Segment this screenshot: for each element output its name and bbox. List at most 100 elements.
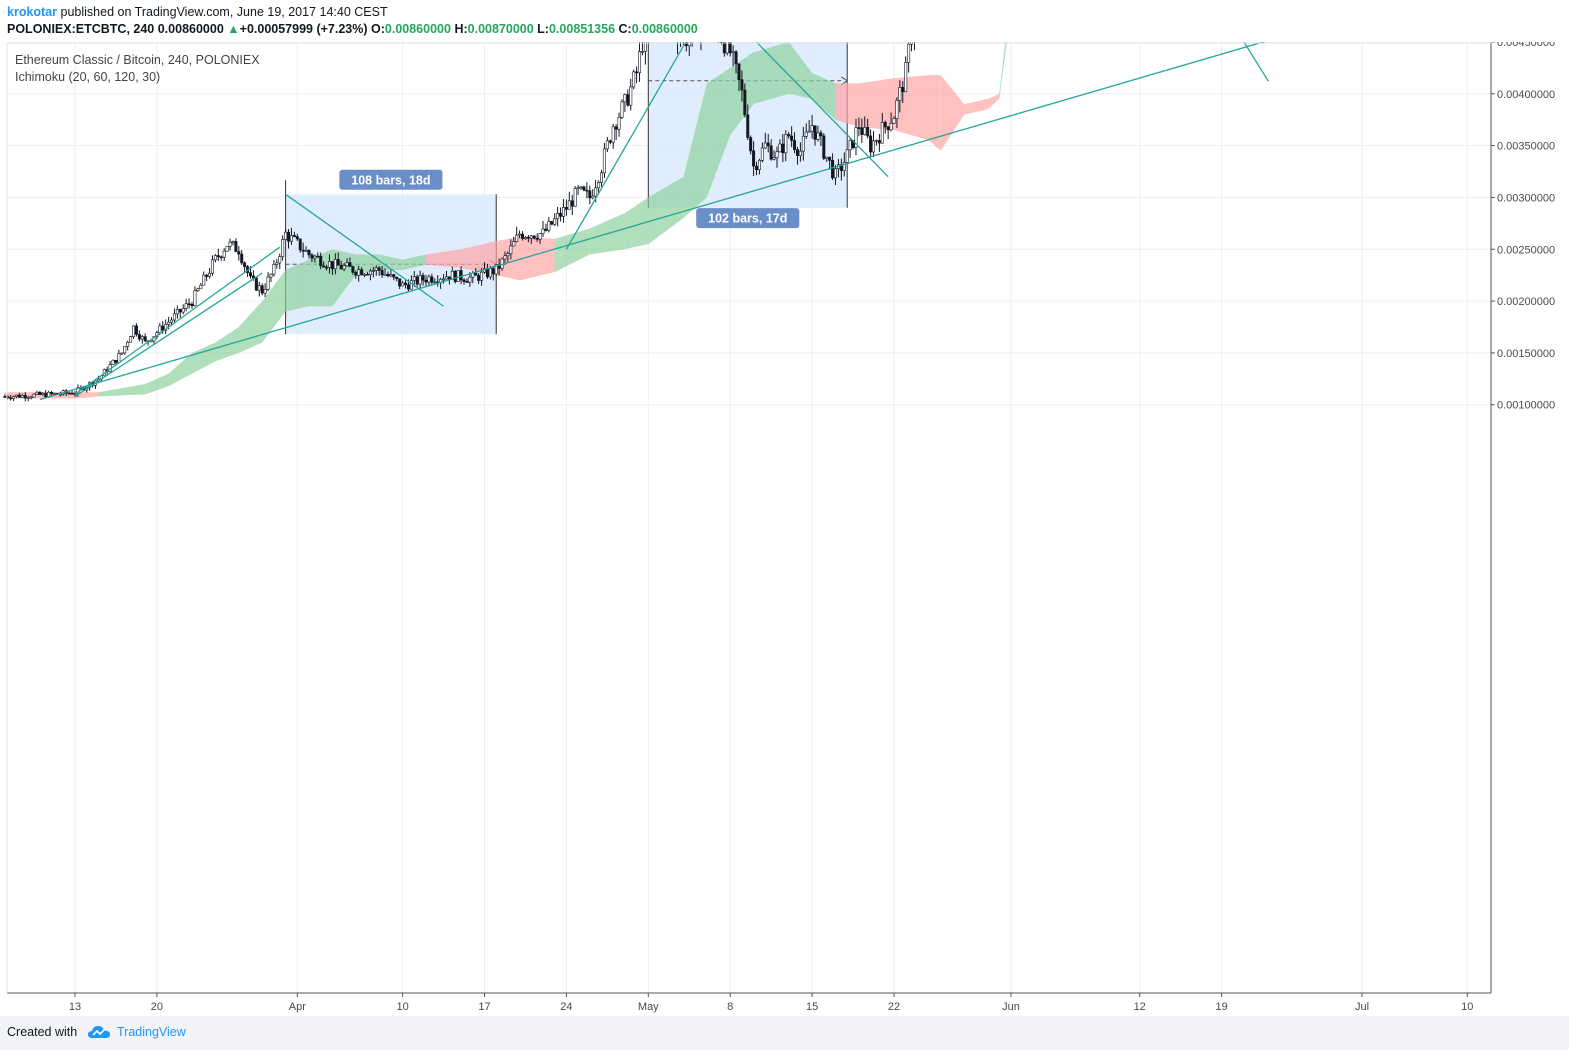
candle-body — [453, 270, 457, 282]
candle — [272, 260, 276, 277]
candle-body — [336, 259, 340, 266]
cloud-segment-bullish — [402, 254, 426, 270]
ohlc-open-label: O: — [371, 22, 385, 36]
tradingview-cloud-icon[interactable] — [88, 1025, 110, 1039]
candle-body — [755, 165, 759, 170]
candle — [149, 340, 153, 343]
candle — [327, 254, 331, 274]
candle-body — [752, 150, 756, 167]
candle — [266, 272, 270, 292]
time-tick-label: Apr — [289, 1001, 306, 1013]
cloud-segment-bearish — [940, 75, 965, 151]
candle — [766, 133, 770, 153]
candle-body — [120, 352, 124, 355]
candle — [143, 333, 147, 343]
ohlc-high-label: H: — [454, 22, 468, 36]
candle — [819, 130, 823, 147]
candle-body — [766, 142, 770, 147]
candle-body — [804, 131, 808, 137]
candle-body — [737, 63, 741, 80]
candle — [614, 124, 618, 141]
candle — [515, 226, 519, 243]
candle-body — [746, 114, 750, 138]
candle-body — [298, 238, 302, 251]
candle-body — [819, 132, 823, 137]
candle-body — [178, 308, 182, 313]
candle-body — [26, 397, 30, 399]
candle — [477, 273, 481, 284]
candle — [298, 238, 302, 253]
candle-body — [459, 270, 463, 281]
author-name[interactable]: krokotar — [7, 5, 58, 19]
candle — [491, 266, 495, 281]
footer: Created with TradingView — [0, 1016, 1569, 1050]
measure-label: 102 bars, 17d — [708, 212, 787, 226]
candle — [41, 391, 45, 396]
candle — [602, 142, 606, 179]
candle-body — [216, 255, 220, 258]
cloud-segment-bullish — [753, 41, 789, 105]
candle-body — [368, 270, 372, 275]
candle-body — [433, 281, 437, 284]
candle — [330, 261, 334, 275]
candle — [237, 245, 241, 261]
price-tick-label: 0.00200000 — [1497, 296, 1555, 308]
candle-body — [857, 127, 861, 129]
tradingview-brand[interactable]: TradingView — [117, 1025, 186, 1039]
candle-body — [406, 284, 410, 290]
candle-body — [866, 127, 870, 137]
candle — [132, 325, 136, 339]
candle-body — [208, 272, 212, 277]
candle — [67, 391, 71, 395]
candle — [284, 229, 288, 241]
candle-body — [582, 186, 586, 191]
candle — [570, 194, 574, 216]
candle-body — [614, 126, 618, 130]
candle — [529, 235, 533, 244]
candle — [737, 63, 741, 92]
publication-header: krokotar published on TradingView.com, J… — [0, 0, 1569, 42]
indicator-legend: Ichimoku (20, 60, 120, 30) — [15, 70, 160, 84]
candle-body — [512, 241, 516, 247]
candle — [354, 270, 358, 279]
candle-body — [833, 168, 837, 179]
candle-body — [623, 94, 627, 103]
candle — [632, 69, 636, 90]
candle-body — [23, 395, 27, 399]
candle — [228, 238, 232, 251]
candle — [322, 261, 326, 268]
candle — [126, 340, 130, 351]
candle — [564, 199, 568, 216]
cloud-segment-bullish — [683, 83, 707, 219]
candle-body — [380, 270, 384, 276]
candle — [579, 186, 583, 190]
candle-body — [503, 255, 507, 260]
candle-body — [825, 156, 829, 159]
candle-body — [620, 101, 624, 118]
candle — [626, 89, 630, 107]
candle-body — [904, 62, 908, 93]
time-tick-label: 19 — [1215, 1001, 1227, 1013]
candle-body — [351, 266, 355, 273]
candle — [576, 185, 580, 195]
time-tick-label: 24 — [560, 1001, 572, 1013]
candle — [319, 252, 323, 270]
candle — [316, 252, 320, 258]
candle-body — [295, 236, 299, 240]
candle — [541, 221, 545, 237]
candle — [175, 305, 179, 319]
candle-body — [421, 275, 425, 281]
candle-body — [567, 200, 571, 210]
candle-body — [895, 100, 899, 119]
candle — [848, 137, 852, 158]
candle — [620, 99, 624, 120]
candle-body — [529, 235, 533, 239]
candle-body — [640, 51, 644, 53]
candle-body — [243, 262, 247, 267]
candle-body — [778, 143, 782, 153]
candle — [412, 271, 416, 287]
candle-body — [553, 218, 557, 225]
candle — [722, 39, 726, 57]
candle — [772, 150, 776, 161]
